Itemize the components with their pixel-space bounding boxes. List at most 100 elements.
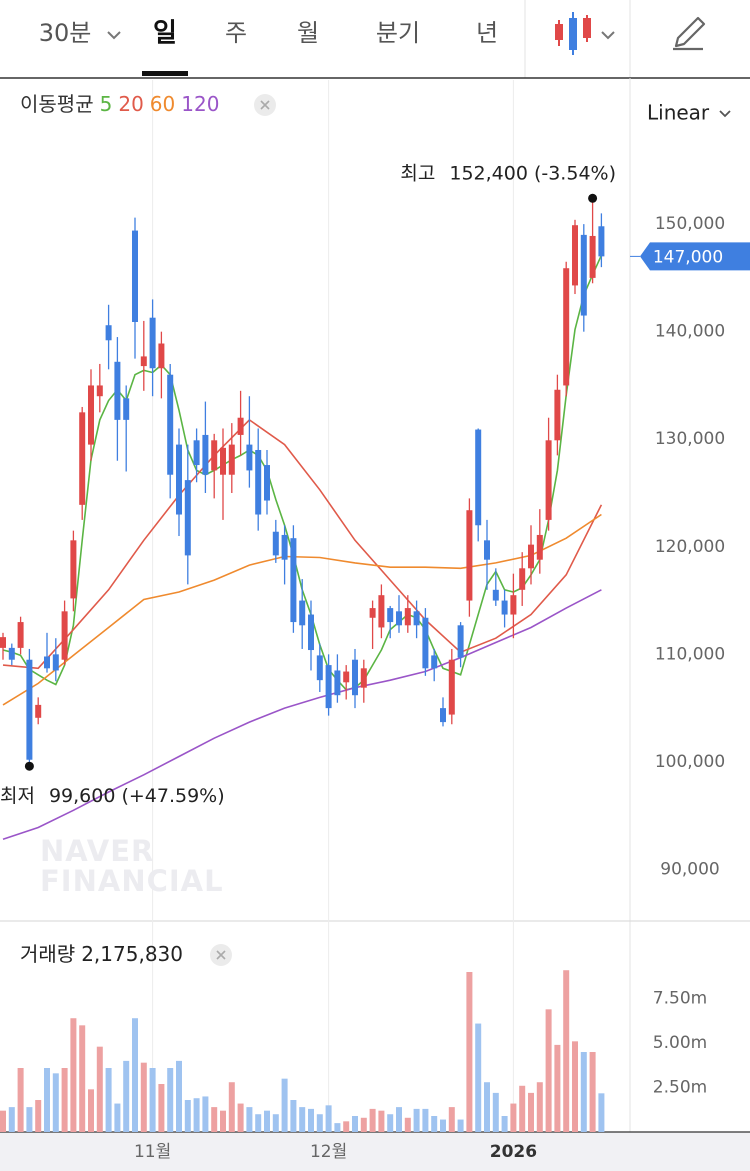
volume-bar	[334, 1123, 341, 1132]
legend-entry: 60	[150, 92, 175, 116]
candle-body	[501, 600, 508, 615]
candle-body	[132, 230, 138, 322]
candle-body	[17, 622, 24, 648]
volume-bar	[8, 1107, 15, 1132]
candle-body	[475, 429, 482, 526]
candle-body	[96, 385, 103, 397]
volume-bar	[440, 1119, 446, 1132]
candle-body	[528, 544, 534, 569]
period-tab[interactable]: 년	[476, 19, 498, 47]
y-tick-label: 130,000	[655, 429, 725, 449]
volume-bar	[510, 1103, 517, 1132]
active-tab-underline	[142, 71, 188, 76]
period-tab[interactable]: 주	[225, 19, 247, 47]
volume-tick-label: 2.50m	[653, 1078, 707, 1098]
chart-type-button[interactable]	[555, 12, 615, 55]
close-icon	[216, 950, 226, 960]
period-tab[interactable]: 월	[297, 19, 319, 47]
extreme-label: 최저	[0, 785, 35, 807]
volume-bar	[272, 1114, 279, 1132]
candle-body	[369, 608, 376, 618]
volume-header: 거래량 2,175,830	[20, 942, 183, 966]
draw-button[interactable]	[673, 16, 706, 51]
volume-bar	[589, 1052, 596, 1132]
candle-body	[35, 704, 42, 718]
volume-bar	[193, 1098, 200, 1132]
volume-bar	[343, 1121, 350, 1132]
volume-bar	[484, 1082, 490, 1132]
candle-body	[413, 611, 420, 626]
candle-body	[79, 412, 86, 505]
extreme-value-label: 152,400	[449, 162, 528, 184]
volume-bar	[519, 1085, 526, 1132]
x-tick-label: 2026	[490, 1142, 537, 1162]
candle-body	[325, 665, 332, 709]
volume-bar	[475, 1023, 482, 1132]
candle-body	[519, 568, 526, 590]
candle-body	[554, 389, 561, 441]
volume-bar	[299, 1107, 306, 1132]
candle-body	[211, 440, 218, 471]
candle-body	[8, 647, 15, 660]
volume-bar	[396, 1107, 402, 1132]
candle-body	[580, 234, 587, 316]
volume-bar	[211, 1107, 218, 1132]
candle-body	[264, 465, 270, 501]
volume-bar	[26, 1107, 33, 1132]
ma-legend: 이동평균 5 20 60 120	[20, 92, 219, 116]
legend-entry: 5	[100, 92, 113, 116]
candle-body	[272, 531, 279, 556]
volume-bar	[492, 1092, 499, 1132]
candle-body	[0, 637, 6, 648]
volume-bar	[413, 1108, 420, 1132]
candle-body	[431, 655, 438, 669]
volume-bar	[563, 970, 570, 1132]
candle-body	[299, 600, 306, 626]
volume-bar	[61, 1068, 68, 1132]
volume-bar	[70, 1018, 77, 1132]
candle-body	[44, 656, 50, 669]
volume-bar	[369, 1108, 376, 1132]
extreme-label: 최고	[400, 162, 435, 184]
watermark: NAVER	[40, 834, 154, 868]
candle-body	[140, 356, 147, 367]
extreme-change: (+47.59%)	[121, 785, 224, 807]
candle-body	[440, 708, 446, 723]
candle-body	[589, 235, 596, 278]
close-icon	[260, 100, 270, 110]
volume-bar	[536, 1082, 543, 1132]
legend-entry: 120	[181, 92, 219, 116]
period-tab[interactable]: 분기	[376, 19, 420, 47]
moving-average-line	[2, 418, 603, 670]
volume-bar	[466, 972, 473, 1132]
volume-bar	[105, 1068, 112, 1132]
x-tick-label: 12월	[310, 1142, 347, 1162]
volume-bar	[325, 1105, 332, 1132]
volume-bar	[528, 1092, 534, 1132]
period-tab[interactable]: 30분	[39, 19, 92, 47]
y-tick-label: 90,000	[660, 859, 719, 879]
candle-body	[167, 374, 174, 475]
legend-entry: 20	[118, 92, 143, 116]
volume-tick-label: 7.50m	[653, 989, 707, 1009]
scale-selector[interactable]: Linear	[647, 101, 710, 125]
volume-bar	[237, 1103, 244, 1132]
volume-bar	[246, 1107, 253, 1132]
chevron	[719, 110, 731, 118]
volume-bar	[176, 1060, 182, 1132]
candle-body	[123, 398, 130, 420]
candle-body	[176, 444, 182, 515]
candle-body	[70, 540, 77, 599]
candle-body	[255, 449, 262, 515]
volume-bar	[501, 1116, 508, 1132]
volume-bar	[378, 1110, 385, 1132]
period-tab[interactable]: 일	[153, 19, 177, 49]
candle-body	[184, 480, 191, 556]
candle-body	[334, 670, 341, 696]
volume-bar	[554, 1044, 561, 1132]
volume-bar	[308, 1108, 314, 1132]
volume-bar	[457, 1119, 464, 1132]
volume-bar	[598, 1093, 605, 1132]
volume-bar	[167, 1068, 174, 1132]
